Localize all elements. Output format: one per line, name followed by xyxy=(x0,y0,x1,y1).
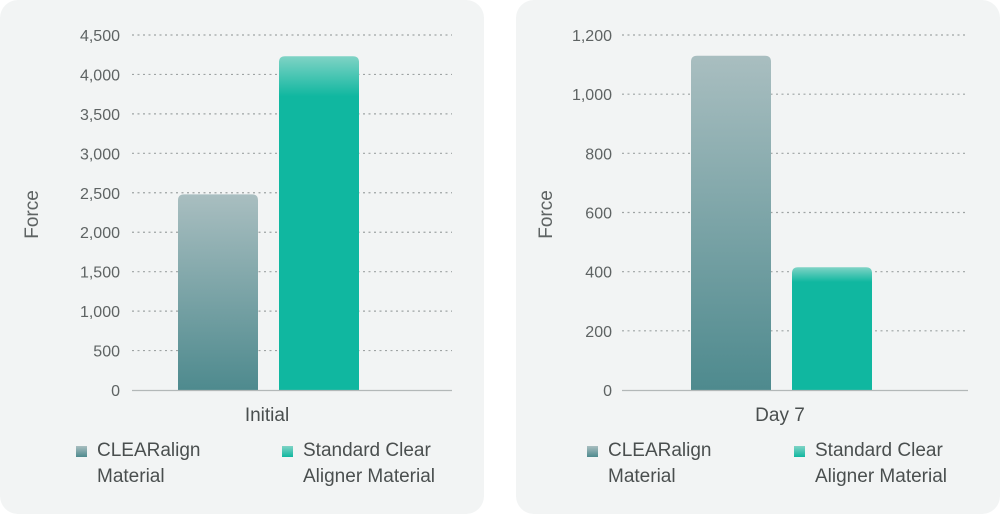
bar-chart-initial: 0 500 1,000 1,500 2,000 2,500 3,000 3,500 4,000 4… xyxy=(22,28,452,426)
chart-panel-initial: 0 500 1,000 1,500 2,000 2,500 3,000 3,500 4,000 4… xyxy=(0,0,484,514)
x-category-label: Initial xyxy=(245,405,289,426)
y-tick-label: 200 xyxy=(585,324,612,341)
y-axis-label: Force xyxy=(536,190,557,239)
legend-label-clearalign: CLEARalign Material xyxy=(97,440,201,487)
y-axis-label: Force xyxy=(22,190,43,239)
y-tick-label: 2,000 xyxy=(80,225,120,242)
y-tick-label: 0 xyxy=(603,383,612,400)
legend-day7: CLEARalign Material Standard Clear Align… xyxy=(516,438,1000,498)
y-tick-label: 0 xyxy=(111,383,120,400)
y-tick-label: 2,500 xyxy=(80,186,120,203)
legend-initial: CLEARalign Material Standard Clear Align… xyxy=(0,438,484,498)
legend-swatch-clearalign xyxy=(76,446,87,457)
legend-swatch-clearalign xyxy=(587,446,598,457)
legend-item-clearalign: CLEARalign Material xyxy=(76,438,247,490)
y-tick-label: 1,500 xyxy=(80,265,120,282)
legend-item-clearalign: CLEARalign Material xyxy=(587,438,758,490)
y-tick-label: 600 xyxy=(585,206,612,223)
y-tick-label: 3,000 xyxy=(80,146,120,163)
y-tick-label: 1,000 xyxy=(572,87,612,104)
legend-swatch-standard xyxy=(794,446,805,457)
bar-clearalign xyxy=(178,194,258,390)
bar-clearalign xyxy=(691,55,771,390)
bar-standard xyxy=(792,267,872,390)
y-tick-label: 3,500 xyxy=(80,107,120,124)
legend-label-clearalign: CLEARalign Material xyxy=(608,440,712,487)
y-tick-label: 400 xyxy=(585,265,612,282)
legend-label-standard: Standard Clear Aligner Material xyxy=(303,440,435,487)
bar-standard xyxy=(279,56,359,391)
y-tick-label: 1,200 xyxy=(572,28,612,45)
bar-chart-day7: 0 200 400 600 800 1,000 1,200 Day 7 Force xyxy=(536,28,968,426)
legend-item-standard: Standard Clear Aligner Material xyxy=(794,438,965,490)
y-tick-label: 4,000 xyxy=(80,67,120,84)
x-category-label: Day 7 xyxy=(755,405,805,426)
y-tick-label: 500 xyxy=(93,344,120,361)
legend-label-standard: Standard Clear Aligner Material xyxy=(815,440,947,487)
y-tick-label: 4,500 xyxy=(80,28,120,45)
chart-panel-day7: 0 200 400 600 800 1,000 1,200 Day 7 Force CLEARa… xyxy=(516,0,1000,514)
y-tick-label: 1,000 xyxy=(80,304,120,321)
legend-swatch-standard xyxy=(282,446,293,457)
legend-item-standard: Standard Clear Aligner Material xyxy=(282,438,453,490)
y-tick-label: 800 xyxy=(585,146,612,163)
